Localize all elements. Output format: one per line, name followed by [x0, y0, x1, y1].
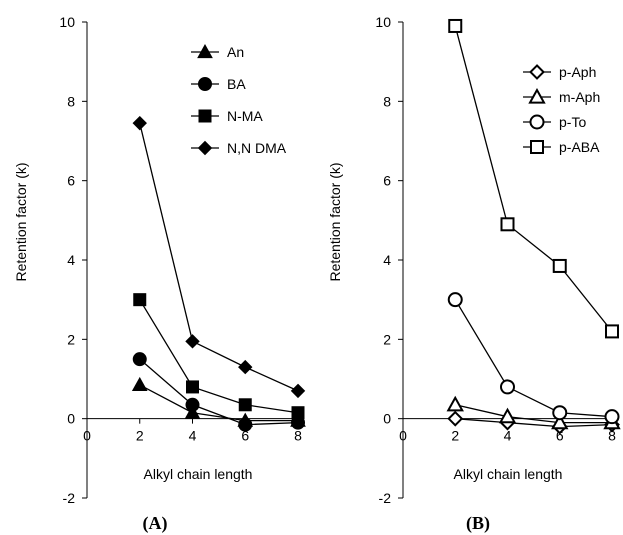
panel-b-legend-label: p-ABA: [559, 139, 600, 155]
panel-a-legend-label: N-MA: [227, 108, 263, 124]
panel-b-legend-marker: [529, 64, 545, 80]
panel-a-point-ba: [238, 417, 253, 432]
panel-a-point-ba: [132, 352, 147, 367]
panel-a-point-n-n-dma: [290, 383, 306, 399]
panel-b-y-tick-label: 6: [383, 173, 391, 189]
panel-b-point-p-to: [604, 409, 620, 425]
panel-a-x-tick-label: 4: [189, 428, 197, 444]
panel-b-point-p-to: [500, 379, 515, 395]
panel-a-point-n-n-dma: [132, 115, 147, 131]
panel-a-point-n-ma: [133, 293, 147, 307]
panel-a-point-n-n-dma: [238, 359, 253, 375]
panel-b-ylabel: Retention factor (k): [327, 162, 343, 281]
panel-b-x-tick-label: 6: [556, 428, 564, 444]
panel-b-legend-marker: [529, 114, 545, 130]
panel-b-legend-label: p-To: [559, 114, 586, 130]
panel-b-series-line-m-aph: [455, 404, 612, 424]
panel-b-point-m-aph: [551, 413, 569, 430]
panel-b-point-p-to: [552, 405, 568, 421]
panel-a-label: (A): [143, 513, 168, 534]
panel-b-x-tick-label: 2: [451, 428, 459, 444]
panel-a-point-n-n-dma: [185, 334, 200, 349]
panel-b-legend-label: m-Aph: [559, 89, 600, 105]
panel-b-x-tick-label: 0: [399, 428, 407, 444]
panel-a-y-tick-label: -2: [63, 490, 76, 506]
panel-a-chart: Retention factor (k) Alkyl chain length …: [13, 14, 306, 534]
panel-a-point-an: [131, 376, 148, 392]
panel-b-legend: p-Aph m-Aph p-To p-ABA: [523, 64, 600, 155]
panel-a-point-n-ma: [186, 380, 199, 394]
panel-b-legend-marker: [530, 140, 544, 154]
panel-a-point-an: [184, 404, 201, 419]
panel-a-series-line-ba: [139, 358, 299, 426]
panel-b-legend-label: p-Aph: [559, 64, 596, 80]
panel-a-x-tick-label: 0: [83, 428, 91, 444]
panel-a-legend-label: An: [227, 44, 244, 60]
panel-b-x-tick-label: 4: [504, 428, 512, 444]
panel-b-point-p-aba: [552, 258, 567, 273]
panel-a-y-tick-label: 8: [67, 93, 75, 109]
panel-b-point-p-aph: [447, 410, 464, 427]
panel-b-xlabel: Alkyl chain length: [454, 466, 563, 482]
panel-b-y-tick-label: 4: [383, 252, 391, 268]
panel-a-y-tick-label: 10: [59, 14, 75, 30]
panel-b-point-m-aph: [446, 395, 464, 412]
panel-a-y-tick-label: 0: [67, 411, 75, 427]
panel-b-y-tick-label: 0: [383, 411, 391, 427]
panel-a-point-n-ma: [238, 398, 252, 412]
panel-b-series-line-p-aph: [455, 418, 613, 428]
panel-a-y-tick-label: 2: [67, 331, 75, 347]
panel-a-x-tick-label: 8: [294, 428, 302, 444]
panel-b-series-line-p-aba: [454, 25, 613, 332]
panel-a-legend-marker: [198, 77, 212, 91]
panel-a-y-tick-label: 6: [67, 173, 75, 189]
panel-a-legend-label: BA: [227, 76, 246, 92]
panel-b-y-tick-label: 10: [375, 14, 391, 30]
panel-b-y-tick-label: 8: [383, 93, 391, 109]
panel-a-legend-marker: [197, 140, 213, 156]
panel-b-point-p-aba: [448, 18, 463, 33]
panel-a-legend-marker: [198, 109, 212, 123]
panel-b-chart: Retention factor (k) Alkyl chain length …: [327, 14, 621, 534]
panel-a-x-tick-label: 6: [241, 428, 249, 444]
panel-a-series-line-n-ma: [139, 299, 299, 414]
panel-b-y-tick-label: 2: [383, 331, 391, 347]
panel-a-point-ba: [185, 397, 200, 412]
panel-a-x-tick-label: 2: [136, 428, 144, 444]
panel-b-point-p-aba: [605, 324, 619, 339]
panel-b-series-line-p-to: [454, 299, 613, 418]
panel-a-legend-label: N,N DMA: [227, 140, 287, 156]
panel-a-ylabel: Retention factor (k): [13, 162, 29, 281]
panel-b-label: (B): [466, 513, 490, 534]
panel-a-legend-marker: [197, 43, 213, 59]
panel-a-point-n-ma: [291, 406, 305, 420]
panel-b-legend-marker: [528, 87, 546, 104]
panel-a-y-tick-label: 4: [67, 252, 75, 268]
panel-a-series-line-an: [139, 384, 298, 422]
panel-b-x-tick-label: 8: [608, 428, 616, 444]
panel-b-point-p-aba: [500, 217, 515, 232]
panel-a-legend: An BA N-MA N,N DMA: [191, 43, 287, 156]
panel-b-point-m-aph: [498, 407, 517, 424]
panel-b-y-tick-label: -2: [379, 490, 392, 506]
panel-a-xlabel: Alkyl chain length: [144, 466, 253, 482]
panel-b-point-p-to: [447, 292, 463, 308]
panel-a-series-line-n-n-dma: [139, 122, 299, 392]
